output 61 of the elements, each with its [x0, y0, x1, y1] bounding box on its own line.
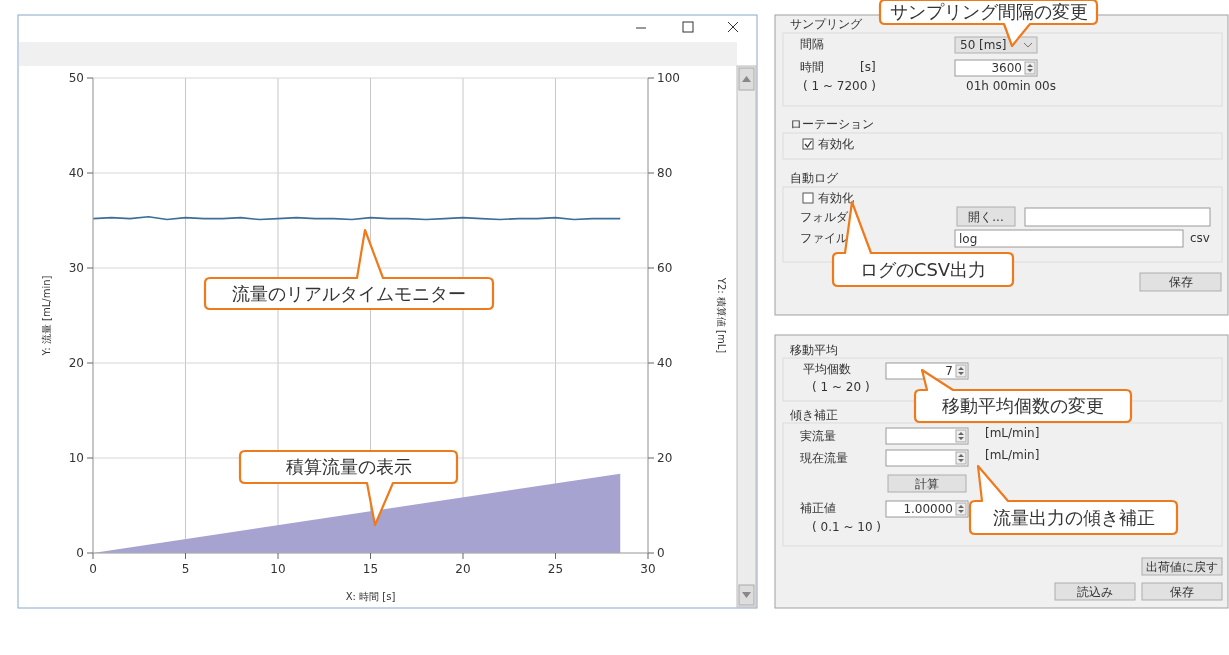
text: ログのCSV出力: [859, 258, 987, 280]
text: [mL/min]: [985, 426, 1040, 440]
text: サンプリング: [790, 17, 863, 31]
y-tick-label: 10: [68, 451, 84, 465]
text: 50 [ms]: [960, 38, 1007, 52]
text: [s]: [860, 60, 876, 74]
x-tick-label: 0: [89, 562, 97, 576]
text: 現在流量: [800, 451, 848, 465]
x-tick-label: 5: [181, 562, 190, 576]
y2-tick-label: 0: [657, 546, 665, 560]
y-axis-title: Y: 流量 [mL/min]: [41, 275, 52, 357]
y-tick-label: 0: [76, 546, 84, 560]
x-axis-title: X: 時間 [s]: [345, 591, 396, 602]
x-tick-label: 30: [640, 562, 656, 576]
y2-tick-label: 40: [657, 356, 673, 370]
x-tick-label: 20: [455, 562, 471, 576]
text: 自動ログ: [790, 171, 839, 185]
text: サンプリング間隔の変更: [889, 1, 1088, 23]
text: 補正値: [800, 501, 836, 515]
text: 計算: [915, 476, 939, 491]
x-tick-label: 10: [270, 562, 286, 576]
text: 実流量: [800, 429, 836, 443]
text: ( 1 ~ 7200 ): [803, 79, 876, 93]
y2-tick-label: 80: [657, 166, 673, 180]
text: 有効化: [818, 137, 854, 151]
text: [mL/min]: [985, 448, 1040, 462]
y2-tick-label: 60: [657, 261, 673, 275]
text: 傾き補正: [790, 408, 838, 422]
y2-tick-label: 20: [657, 451, 673, 465]
text: 3600: [991, 61, 1022, 75]
text: 出荷値に戻す: [1146, 559, 1218, 574]
text: 有効化: [818, 191, 854, 205]
text: 間隔: [800, 37, 824, 51]
text: 開く...: [968, 209, 1004, 224]
y-tick-label: 30: [68, 261, 84, 275]
text: 平均個数: [803, 362, 851, 376]
text: 移動平均: [790, 343, 838, 357]
text: ( 1 ~ 20 ): [812, 380, 870, 394]
annotation: 流量のリアルタイムモニター: [232, 282, 466, 304]
x-tick-label: 25: [547, 562, 564, 576]
text: 流量出力の傾き補正: [992, 506, 1155, 528]
text: 01h 00min 00s: [966, 79, 1056, 93]
text: 7: [945, 364, 953, 378]
y2-axis-title: Y2: 積算値 [mL]: [716, 276, 727, 354]
text: 読込み: [1077, 584, 1113, 599]
text: ( 0.1 ~ 10 ): [812, 520, 882, 534]
y2-tick-label: 100: [657, 71, 680, 85]
text: csv: [1190, 231, 1210, 245]
text: 移動平均個数の変更: [942, 395, 1104, 417]
x-tick-label: 15: [362, 562, 379, 576]
y-tick-label: 20: [68, 356, 84, 370]
text: フォルダ: [800, 210, 849, 224]
annotation: 積算流量の表示: [285, 456, 412, 478]
y-tick-label: 40: [68, 166, 84, 180]
text: log: [959, 231, 978, 246]
text: 時間: [800, 60, 824, 74]
y-tick-label: 50: [68, 71, 84, 85]
text: ローテーション: [790, 117, 874, 131]
text: 保存: [1170, 584, 1194, 599]
text: 保存: [1168, 275, 1193, 289]
text: 1.00000: [903, 502, 953, 516]
